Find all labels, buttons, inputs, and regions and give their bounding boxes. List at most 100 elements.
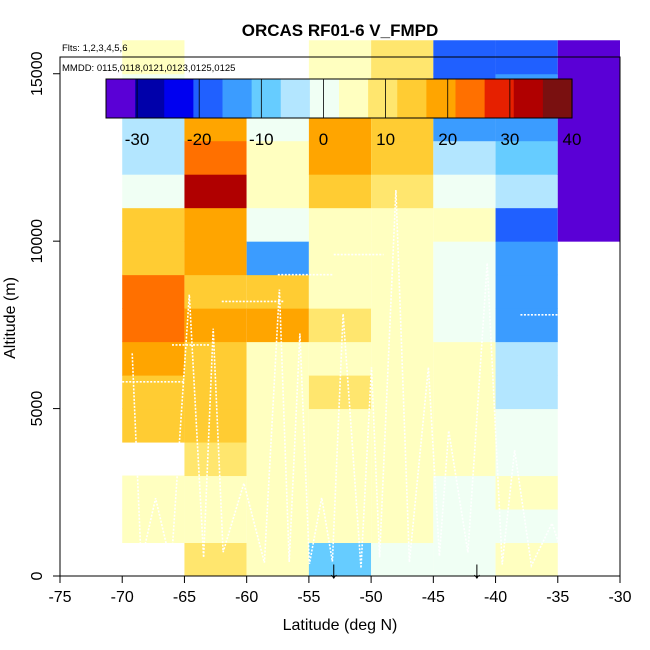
heatmap-cell (122, 274, 185, 309)
colorbar-swatch (309, 79, 340, 118)
track-markers: ↓ ↓ (328, 557, 483, 584)
colorbar-swatch (368, 79, 398, 118)
heatmap-cell (122, 140, 185, 175)
heatmap-cell (433, 174, 496, 209)
track-marker-arrow: ↓ (471, 557, 483, 584)
y-tick-label: 15000 (29, 51, 46, 96)
heatmap-cell (433, 308, 496, 343)
colorbar: -30 -20 -10 0 10 20 30 40 (105, 78, 582, 149)
heatmap-cell (246, 509, 309, 544)
heatmap-cell (495, 174, 558, 209)
heatmap-cell (122, 341, 185, 376)
x-tick-label: -75 (48, 589, 71, 606)
heatmap-cell (495, 274, 558, 309)
heatmap-cell (371, 241, 434, 276)
heatmap-cell (122, 241, 185, 276)
track-marker-arrow: ↓ (328, 557, 340, 584)
flight-tracks (122, 189, 571, 570)
heatmap-cell (308, 274, 372, 309)
heatmap-cell (495, 408, 558, 443)
heatmap-cell (246, 140, 309, 175)
colorbar-swatch (455, 79, 486, 118)
heatmap-cell (246, 375, 309, 410)
heatmap-cell (122, 207, 185, 242)
colorbar-tick-label: 30 (500, 130, 519, 149)
heatmap-cells (122, 40, 620, 577)
colorbar-tick-label: 0 (319, 130, 328, 149)
heatmap-cell (433, 341, 496, 376)
x-tick-label: -35 (546, 589, 569, 606)
heatmap-cell (371, 442, 434, 477)
heatmap-cell (371, 475, 434, 510)
y-axis: 0 5000 10000 15000 (29, 51, 60, 580)
heatmap-cell (122, 475, 185, 510)
colorbar-swatch (397, 79, 427, 118)
colorbar-swatch (251, 79, 282, 118)
colorbar-swatch (135, 79, 165, 118)
heatmap-cell (371, 207, 434, 242)
heatmap-cell (122, 375, 185, 410)
x-axis-label: Latitude (deg N) (283, 617, 398, 634)
heatmap-cell (433, 241, 496, 276)
heatmap-cell (433, 442, 496, 477)
heatmap-cell (246, 174, 309, 209)
colorbar-swatch (542, 79, 573, 118)
colorbar-tick-label: 20 (438, 130, 457, 149)
y-tick-label: 5000 (29, 391, 46, 427)
heatmap-cell (308, 442, 372, 477)
heatmap-cell (371, 174, 434, 209)
heatmap-cell (184, 207, 247, 242)
heatmap-cell (246, 207, 309, 242)
heatmap-cell (184, 542, 247, 577)
colorbar-tick-label: 40 (563, 130, 582, 149)
heatmap-cell (495, 241, 558, 276)
heatmap-cell (308, 308, 372, 343)
colorbar-tick-label: -10 (249, 130, 274, 149)
heatmap-cell (122, 509, 185, 544)
flight-track-line (131, 189, 569, 570)
heatmap-cell (184, 174, 247, 209)
colorbar-tick-label: -20 (187, 130, 212, 149)
x-axis: -75 -70 -65 -60 -55 -50 -45 -40 -35 -30 (48, 576, 632, 606)
x-tick-label: -70 (111, 589, 134, 606)
heatmap-cell (557, 174, 620, 209)
x-tick-label: -55 (297, 589, 320, 606)
heatmap-cell (433, 207, 496, 242)
heatmap-cell (495, 475, 558, 510)
heatmap-cell (246, 274, 309, 309)
heatmap-cell (246, 408, 309, 443)
heatmap-cell (308, 241, 372, 276)
heatmap-cell (246, 475, 309, 510)
colorbar-swatch (339, 79, 369, 118)
heatmap-cell (308, 341, 372, 376)
heatmap-cell (433, 408, 496, 443)
heatmap-cell (308, 475, 372, 510)
heatmap-cell (371, 375, 434, 410)
heatmap-cell (184, 241, 247, 276)
heatmap-cell (495, 140, 558, 175)
heatmap-cell (184, 140, 247, 175)
heatmap-cell (184, 442, 247, 477)
heatmap-cell (371, 274, 434, 309)
heatmap-cell (495, 308, 558, 343)
x-tick-label: -60 (235, 589, 258, 606)
x-tick-label: -40 (484, 589, 507, 606)
flights-note: Flts: 1,2,3,4,5,6 (62, 43, 127, 54)
plot-frame (59, 56, 621, 577)
colorbar-swatch (426, 79, 457, 118)
x-tick-label: -45 (422, 589, 445, 606)
heatmap-cell (246, 442, 309, 477)
heatmap-cell (495, 341, 558, 376)
heatmap-cell (122, 174, 185, 209)
colorbar-swatch (222, 79, 253, 118)
heatmap-cell (246, 341, 309, 376)
heatmap-cell (308, 207, 372, 242)
heatmap-cell (308, 408, 372, 443)
colorbar-swatch (513, 79, 544, 118)
heatmap-cell (184, 509, 247, 544)
heatmap-cell (371, 542, 434, 577)
heatmap-cell (246, 241, 309, 276)
heatmap-cell (371, 140, 434, 175)
heatmap-cell (433, 475, 496, 510)
